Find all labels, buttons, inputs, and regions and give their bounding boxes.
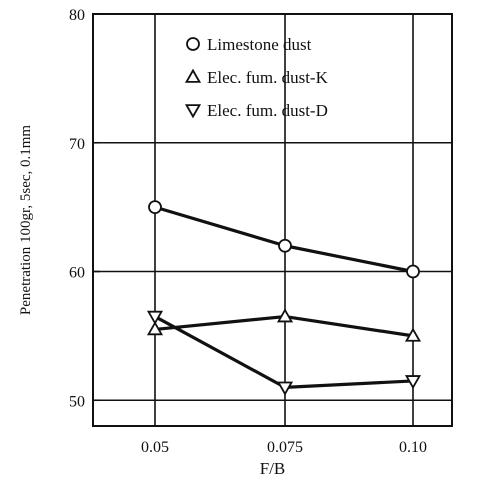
- x-axis-label: F/B: [260, 459, 286, 478]
- legend-marker: [184, 104, 202, 119]
- series-1: [148, 200, 420, 279]
- axes: 50 60 70 80 0.05 0.075 0.10: [69, 7, 427, 456]
- x-tick-label-0: 0.05: [141, 439, 169, 456]
- data-point: [276, 308, 294, 323]
- x-tick-label-1: 0.075: [267, 439, 303, 456]
- grid: [93, 14, 452, 426]
- plot-frame: [92, 13, 453, 427]
- legend-marker: [184, 68, 202, 83]
- legend-label: Limestone dust: [207, 35, 312, 54]
- series-3: [146, 310, 422, 396]
- y-tick-label-1: 60: [69, 265, 85, 282]
- series: [146, 200, 422, 396]
- legend-item-2: Elec. fum. dust-K: [184, 68, 329, 87]
- data-point: [146, 321, 164, 336]
- data-point: [404, 327, 422, 342]
- data-point: [148, 200, 162, 215]
- data-point: [146, 310, 164, 325]
- data-point: [406, 264, 420, 279]
- series-2: [146, 308, 422, 342]
- legend-label: Elec. fum. dust-D: [207, 101, 328, 120]
- legend-item-3: Elec. fum. dust-D: [184, 101, 328, 120]
- y-tick-label-0: 50: [69, 393, 85, 410]
- legend-item-1: Limestone dust: [186, 35, 312, 54]
- legend-label: Elec. fum. dust-K: [207, 68, 329, 87]
- data-point: [276, 381, 294, 396]
- legend: Limestone dust Elec. fum. dust-K Elec. fum…: [184, 35, 329, 120]
- x-tick-label-2: 0.10: [399, 439, 427, 456]
- y-tick-label-2: 70: [69, 136, 85, 153]
- data-point: [404, 375, 422, 390]
- y-tick-label-3: 80: [69, 7, 85, 24]
- y-axis-label: Penetration 100gr, 5sec, 0.1mm: [18, 125, 34, 316]
- legend-marker: [186, 37, 200, 51]
- data-point: [278, 238, 292, 253]
